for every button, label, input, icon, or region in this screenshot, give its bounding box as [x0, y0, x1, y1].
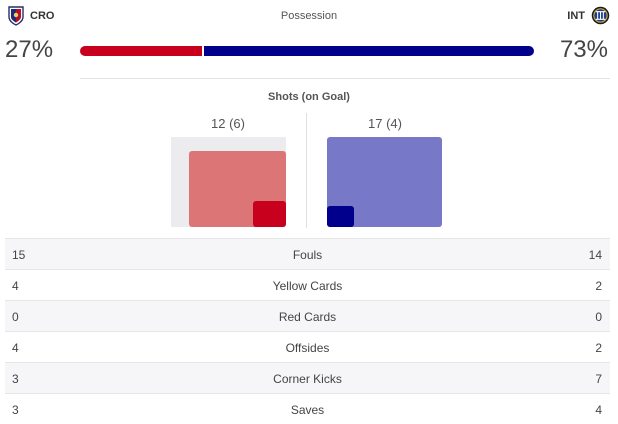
away-shots-on-goal-box	[327, 206, 354, 227]
possession-title: Possession	[280, 10, 338, 22]
stat-home-value: 3	[12, 372, 19, 386]
stat-away-value: 0	[595, 310, 602, 324]
stat-row-saves: 3 Saves 4	[5, 393, 610, 424]
stat-home-value: 4	[12, 341, 19, 355]
home-team[interactable]: CRO	[8, 6, 54, 26]
home-shots-on-goal-box	[253, 201, 286, 227]
stats-table: 15 Fouls 14 4 Yellow Cards 2 0 Red Cards…	[5, 238, 610, 424]
stat-label: Corner Kicks	[273, 372, 342, 386]
away-total-shots-box	[327, 137, 442, 227]
stat-home-value: 4	[12, 279, 19, 293]
stat-row-red-cards: 0 Red Cards 0	[5, 300, 610, 331]
stat-away-value: 2	[595, 279, 602, 293]
home-possession-value: 27%	[5, 36, 54, 63]
away-team-abbr: INT	[567, 9, 585, 22]
possession-bar-gap	[202, 46, 204, 56]
stat-away-value: 2	[595, 341, 602, 355]
stat-row-fouls: 15 Fouls 14	[5, 238, 610, 269]
crotone-crest-icon	[8, 6, 24, 26]
stat-home-value: 15	[12, 248, 26, 262]
stat-row-offsides: 4 Offsides 2	[5, 331, 610, 362]
stat-home-value: 3	[12, 403, 19, 417]
away-possession-fill	[204, 46, 534, 56]
home-team-abbr: CRO	[30, 10, 55, 22]
home-shots-goal-frame	[171, 137, 286, 227]
away-team[interactable]: INT	[567, 6, 610, 25]
match-stats-header: CRO Possession INT	[0, 0, 618, 32]
stat-label: Yellow Cards	[272, 279, 343, 293]
shots-title: Shots (on Goal)	[268, 91, 350, 103]
away-shots-value: 17 (4)	[368, 116, 402, 131]
inter-crest-icon	[591, 6, 610, 25]
section-divider	[80, 78, 610, 79]
stat-label: Offsides	[285, 341, 330, 355]
stat-away-value: 7	[595, 372, 602, 386]
stat-label: Red Cards	[278, 310, 337, 324]
away-possession-value: 73%	[559, 36, 608, 63]
shots-separator	[306, 113, 307, 228]
home-possession-fill	[80, 46, 202, 56]
stat-row-yellow-cards: 4 Yellow Cards 2	[5, 269, 610, 300]
stat-row-corner-kicks: 3 Corner Kicks 7	[5, 362, 610, 393]
stat-label: Saves	[290, 403, 325, 417]
home-shots-value: 12 (6)	[211, 116, 245, 131]
stat-label: Fouls	[292, 248, 323, 262]
possession-bar	[80, 46, 534, 56]
stat-home-value: 0	[12, 310, 19, 324]
possession-row: 27% 73%	[0, 36, 618, 70]
stat-away-value: 14	[588, 248, 602, 262]
stat-away-value: 4	[595, 403, 602, 417]
